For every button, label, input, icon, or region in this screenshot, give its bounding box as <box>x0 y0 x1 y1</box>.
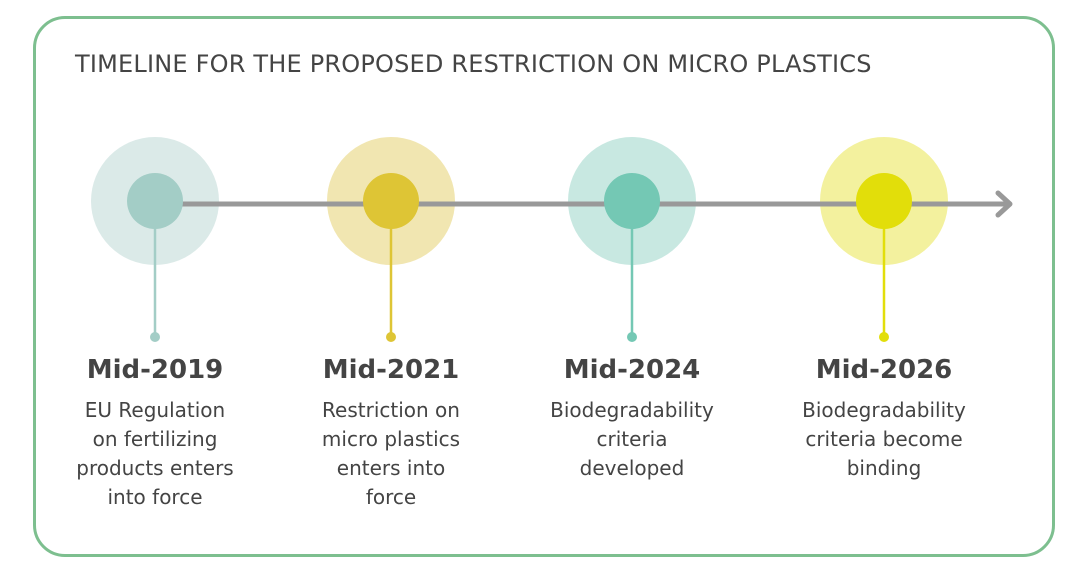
desc-line: binding <box>846 456 922 480</box>
milestone-description: Biodegradability criteria developed <box>512 396 752 483</box>
marker-2024 <box>604 173 660 229</box>
desc-line: micro plastics <box>321 427 461 451</box>
milestone-2019: Mid-2019 EU Regulation on fertilizing pr… <box>35 352 275 512</box>
desc-line: on fertilizing <box>92 427 218 451</box>
desc-line: criteria <box>596 427 668 451</box>
milestone-description: EU Regulation on fertilizing products en… <box>35 396 275 512</box>
milestone-2026: Mid-2026 Biodegradability criteria becom… <box>764 352 1004 483</box>
marker-2019 <box>127 173 183 229</box>
milestone-halos <box>91 137 948 265</box>
desc-line: enters into <box>336 456 446 480</box>
stem-dot-2021 <box>386 332 396 342</box>
milestone-description: Restriction on micro plastics enters int… <box>271 396 511 512</box>
desc-line: EU Regulation <box>84 398 226 422</box>
milestone-date: Mid-2021 <box>322 355 460 385</box>
milestone-stems <box>150 225 889 342</box>
milestone-description: Biodegradability criteria become binding <box>764 396 1004 483</box>
milestone-2024: Mid-2024 Biodegradability criteria devel… <box>512 352 752 483</box>
desc-line: into force <box>107 485 203 509</box>
stem-dot-2026 <box>879 332 889 342</box>
desc-line: criteria become <box>805 427 963 451</box>
desc-line: Restriction on <box>322 398 460 422</box>
stem-dot-2024 <box>627 332 637 342</box>
desc-line: developed <box>579 456 685 480</box>
milestone-date: Mid-2024 <box>563 355 701 385</box>
marker-2026 <box>856 173 912 229</box>
desc-line: Biodegradability <box>802 398 966 422</box>
stem-dot-2019 <box>150 332 160 342</box>
milestone-2021: Mid-2021 Restriction on micro plastics e… <box>271 352 511 512</box>
diagram-title: TIMELINE FOR THE PROPOSED RESTRICTION ON… <box>75 50 872 78</box>
desc-line: force <box>365 485 417 509</box>
diagram-frame <box>33 16 1055 557</box>
milestone-date: Mid-2026 <box>815 355 953 385</box>
desc-line: Biodegradability <box>550 398 714 422</box>
desc-line: products enters <box>76 456 234 480</box>
milestone-markers <box>127 173 912 229</box>
marker-2021 <box>363 173 419 229</box>
milestone-date: Mid-2019 <box>86 355 224 385</box>
